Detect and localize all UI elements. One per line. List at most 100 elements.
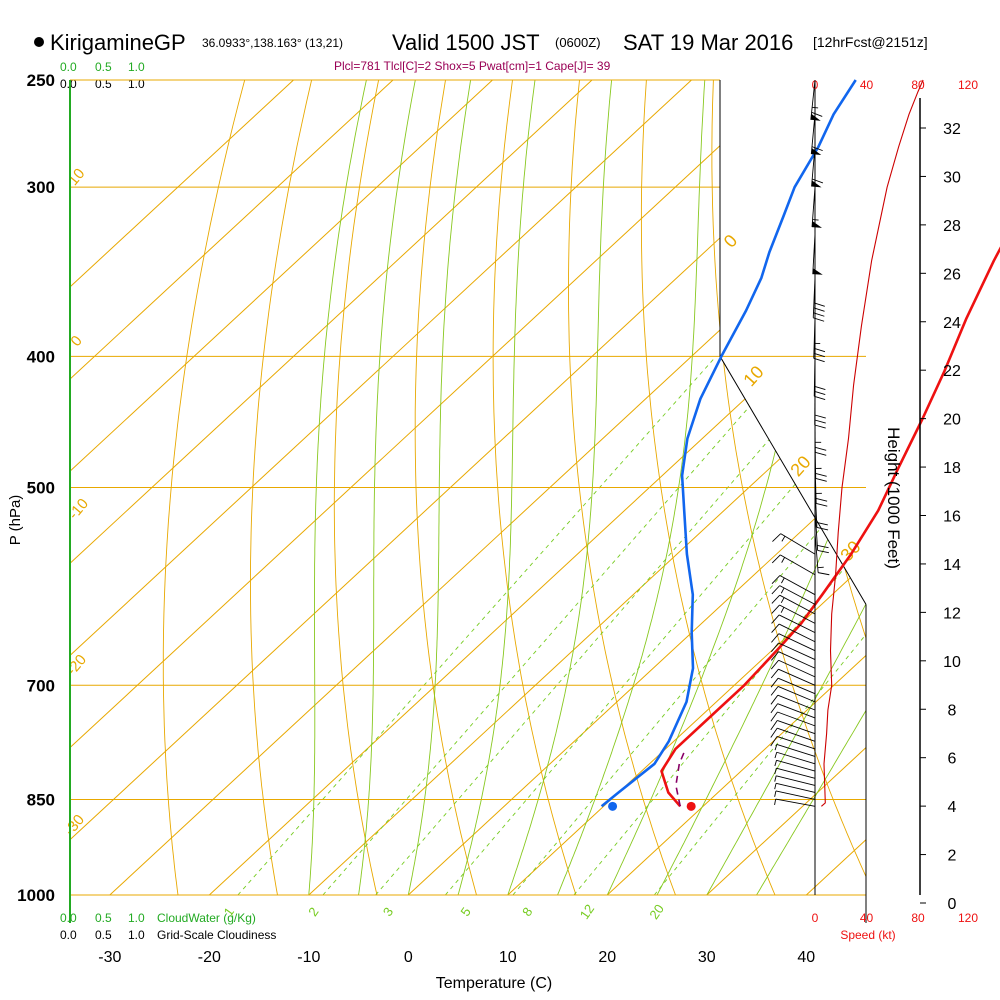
chart-header: KirigamineGP 36.0933°,138.163° (13,21) V… [34, 30, 928, 73]
dry-adiabat-line [333, 80, 380, 895]
height-tick-label: 4 [948, 799, 957, 816]
wind-barb [810, 114, 823, 156]
isotherm-line [70, 80, 294, 895]
wind-speed-profile [821, 79, 924, 807]
mixing-ratio-line [375, 356, 842, 895]
height-tick-label: 30 [943, 169, 961, 186]
wind-barb [771, 554, 816, 576]
forecast-info: [12hrFcst@2151z] [813, 34, 928, 50]
dry-adiabat-line [162, 80, 246, 895]
wind-barb [813, 318, 826, 363]
wind-barb [772, 533, 816, 555]
height-tick-label: 2 [948, 848, 957, 865]
speed-tick-label: 120 [958, 911, 978, 925]
mixing-ratio-line [653, 356, 866, 895]
height-tick-label: 14 [943, 557, 961, 574]
speed-tick-label: 0 [812, 78, 819, 92]
bottom-cloudwater-tick-0: 0.0 [60, 911, 77, 925]
wind-barb [770, 685, 816, 703]
mixing-ratio-label: 8 [519, 904, 535, 919]
temperature-tick-label: 20 [598, 949, 616, 966]
dry-adiabat-line [250, 80, 313, 895]
wind-barb [770, 727, 816, 742]
height-tick-label: 20 [943, 412, 961, 429]
wind-barb [774, 743, 816, 757]
cloudiness-label: Grid-Scale Cloudiness [157, 928, 276, 942]
isotherm-line [70, 80, 493, 895]
top-scales: 0.0 0.5 1.0 0.0 0.5 1.0 [60, 60, 145, 91]
height-tick-label: 6 [948, 751, 957, 768]
wind-barb [774, 767, 816, 779]
dry-adiabat-line [914, 80, 1000, 895]
station-coords: 36.0933°,138.163° (13,21) [202, 36, 343, 50]
temperature-tick-label: 30 [698, 949, 716, 966]
bottom-cloudiness-tick-0: 0.0 [60, 928, 77, 942]
mixing-ratio-line [444, 356, 866, 895]
valid-date: SAT 19 Mar 2016 [623, 30, 793, 55]
isotherm-label: -20 [63, 651, 90, 679]
speed-tick-label: 40 [860, 78, 874, 92]
speed-tick-label: 120 [958, 78, 978, 92]
surface-dewpoint-point [608, 801, 618, 811]
wind-barb [813, 356, 826, 400]
height-axis-title: Height (1000 Feet) [884, 427, 903, 569]
temperature-tick-label: 40 [797, 949, 815, 966]
wind-barb [811, 187, 823, 228]
height-tick-label: 10 [943, 654, 961, 671]
temperature-profile [660, 246, 1000, 808]
top-cloudwater-tick-0: 0.0 [60, 60, 77, 74]
mixing-ratio-label: 2 [305, 904, 321, 919]
wind-barb [814, 532, 830, 576]
moist-adiabat-line [308, 80, 398, 895]
wind-barb [770, 736, 816, 750]
wind-barb [771, 575, 816, 596]
speed-tick-label: 80 [911, 911, 925, 925]
wind-barb [774, 782, 816, 793]
moist-adiabat-line [457, 80, 557, 895]
y-axis-title: P (hPa) [7, 495, 24, 546]
wind-barb [770, 651, 816, 669]
moist-adiabat-line [407, 80, 496, 895]
pressure-tick-label: 250 [27, 71, 55, 90]
wind-barb [770, 659, 816, 678]
wind-barb [770, 668, 816, 686]
dry-adiabat-line [640, 80, 776, 895]
wind-barb [771, 633, 816, 652]
wind-barb [812, 277, 825, 322]
pressure-tick-label: 1000 [17, 886, 55, 905]
wind-barb [774, 751, 816, 765]
dry-adiabat-line [568, 80, 676, 895]
stability-indices: Plcl=781 Tlcl[C]=2 Shox=5 Pwat[cm]=1 Cap… [334, 59, 611, 73]
height-tick-label: 12 [943, 605, 961, 622]
moist-adiabat-line [557, 80, 717, 895]
wind-barb [814, 412, 827, 456]
wind-barb [812, 234, 823, 275]
wind-barb [770, 703, 816, 719]
bottom-cloudiness-tick-2: 1.0 [128, 928, 145, 942]
temperature-tick-label: 10 [499, 949, 517, 966]
wind-barb [770, 711, 816, 727]
wind-barb [774, 759, 816, 772]
cloudwater-label: CloudWater (g/Kg) [157, 911, 256, 925]
zulu-time: (0600Z) [555, 35, 601, 50]
pressure-tick-label: 850 [27, 790, 55, 809]
height-tick-label: 24 [943, 315, 961, 332]
wind-barb [771, 585, 816, 605]
height-tick-label: 18 [943, 460, 961, 477]
dry-adiabat-line [711, 80, 866, 895]
temperature-tick-label: 0 [404, 949, 413, 966]
dewpoint-profile [600, 79, 857, 808]
wind-barb [771, 594, 816, 615]
wind-barb [774, 775, 816, 786]
moist-adiabat-line [656, 80, 866, 895]
speed-tick-label: 0 [812, 911, 819, 925]
bottom-cloudiness-tick-1: 0.5 [95, 928, 112, 942]
dry-adiabat-line [981, 80, 1000, 895]
wind-barb [770, 720, 816, 735]
mixing-ratio-line [322, 356, 794, 895]
mixing-ratio-label: 3 [380, 904, 396, 919]
